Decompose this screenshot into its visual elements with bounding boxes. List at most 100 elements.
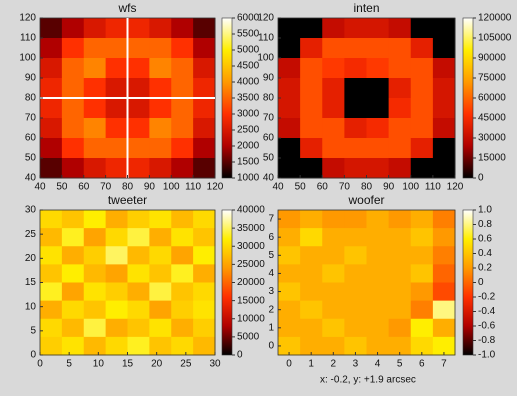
- heat-cell: [149, 246, 171, 265]
- heat-cell: [62, 38, 84, 59]
- heat-cell: [128, 18, 150, 39]
- heat-cell: [84, 264, 106, 283]
- heat-cell: [367, 158, 390, 179]
- heat-cell: [433, 283, 456, 302]
- heat-cell: [389, 58, 412, 79]
- colorbar-tick-label: 2000: [237, 141, 260, 152]
- heat-cell: [128, 301, 150, 320]
- heat-cell: [40, 98, 62, 119]
- heat-cell: [344, 264, 367, 283]
- heat-cell: [278, 18, 301, 39]
- heat-cell: [149, 18, 171, 39]
- colorbar-tick-label: 0.6: [478, 234, 492, 245]
- heat-cell: [278, 58, 301, 79]
- x-tick-label: 3: [353, 359, 359, 370]
- heat-cell: [322, 98, 345, 119]
- heat-cell: [84, 246, 106, 265]
- heat-cell: [84, 301, 106, 320]
- colorbar-tick-label: 0: [237, 350, 243, 361]
- heat-cell: [411, 246, 434, 265]
- heat-cell: [278, 210, 301, 229]
- x-tick-label: 110: [425, 182, 441, 193]
- heat-cell: [149, 319, 171, 338]
- heat-cell: [171, 337, 193, 356]
- heat-cell: [322, 18, 345, 39]
- heat-cell: [389, 158, 412, 179]
- heat-cell: [106, 158, 128, 179]
- heat-cell: [300, 283, 323, 302]
- heat-cell: [389, 98, 412, 119]
- colorbar-tick-label: 5000: [237, 45, 260, 56]
- heat-cell: [193, 228, 215, 247]
- colorbar-tick-label: 45000: [478, 113, 506, 124]
- heat-cell: [149, 210, 171, 229]
- y-tick-label: 90: [263, 73, 275, 84]
- heat-cell: [322, 158, 345, 179]
- colorbar-tick-label: 1000: [237, 173, 260, 184]
- heat-cell: [128, 337, 150, 356]
- heat-cell: [149, 158, 171, 179]
- heat-cell: [278, 118, 301, 139]
- heat-cell: [367, 319, 390, 338]
- heat-cell: [149, 98, 171, 119]
- heat-cell: [389, 301, 412, 320]
- heat-cell: [278, 301, 301, 320]
- x-tick-label: 120: [207, 182, 224, 193]
- heat-cell: [106, 246, 128, 265]
- heat-cell: [278, 78, 301, 99]
- colorbar-tick-label: 35000: [237, 223, 265, 234]
- colorbar-tick-label: 6000: [237, 13, 260, 24]
- heat-cell: [149, 78, 171, 99]
- heat-cell: [300, 228, 323, 247]
- y-tick-label: 1: [268, 322, 274, 333]
- heat-cell: [149, 38, 171, 59]
- heat-cell: [433, 138, 456, 159]
- heat-cell: [300, 58, 323, 79]
- heat-cell: [128, 319, 150, 338]
- x-tick-label: 110: [185, 182, 201, 193]
- heat-cell: [193, 158, 215, 179]
- heat-cell: [411, 78, 434, 99]
- heat-cell: [344, 158, 367, 179]
- heat-cell: [411, 58, 434, 79]
- heat-cell: [367, 118, 390, 139]
- heat-cell: [300, 158, 323, 179]
- heat-cell: [149, 118, 171, 139]
- heat-cell: [344, 118, 367, 139]
- heat-cell: [40, 337, 62, 356]
- heat-cell: [344, 98, 367, 119]
- heat-cell: [411, 264, 434, 283]
- x-tick-label: 100: [163, 182, 180, 193]
- heat-cell: [300, 98, 323, 119]
- y-tick-label: 5: [30, 325, 36, 336]
- x-tick-label: 40: [272, 182, 284, 193]
- heat-cell: [106, 264, 128, 283]
- heat-cell: [300, 38, 323, 59]
- heat-cell: [149, 58, 171, 79]
- heat-cell: [40, 138, 62, 159]
- heat-cell: [128, 138, 150, 159]
- heat-cell: [62, 319, 84, 338]
- x-tick-label: 60: [78, 182, 90, 193]
- chart-title: wfs: [118, 1, 137, 15]
- colorbar: [463, 18, 473, 178]
- heat-cell: [344, 210, 367, 229]
- heat-cell: [128, 210, 150, 229]
- x-tick-label: 50: [295, 182, 307, 193]
- colorbar-tick-label: 0: [478, 173, 484, 184]
- heat-cell: [389, 38, 412, 59]
- y-tick-label: 10: [25, 301, 37, 312]
- heat-cell: [278, 98, 301, 119]
- heat-cell: [171, 38, 193, 59]
- heat-cell: [433, 264, 456, 283]
- heat-cell: [106, 118, 128, 139]
- heat-cell: [40, 319, 62, 338]
- y-tick-label: 120: [19, 13, 36, 24]
- heat-cell: [62, 138, 84, 159]
- heat-cell: [171, 138, 193, 159]
- heat-cell: [344, 228, 367, 247]
- heat-cell: [411, 98, 434, 119]
- heat-cell: [344, 246, 367, 265]
- colorbar-tick-label: 5000: [237, 332, 260, 343]
- heat-cell: [62, 98, 84, 119]
